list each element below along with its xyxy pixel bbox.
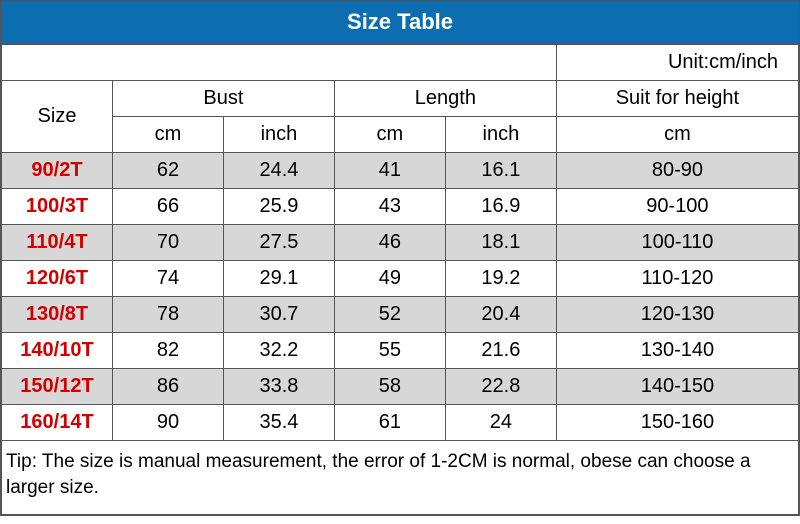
tip-text: Tip: The size is manual measurement, the…: [2, 441, 799, 515]
cell-size: 160/14T: [2, 405, 113, 441]
table-title: Size Table: [1, 1, 799, 44]
cell-size: 130/8T: [2, 297, 113, 333]
cell-height: 90-100: [556, 189, 798, 225]
header-suit-cm: cm: [556, 117, 798, 153]
table-row: 160/14T9035.46124150-160: [2, 405, 799, 441]
cell-length-cm: 61: [334, 405, 445, 441]
cell-length-inch: 20.4: [445, 297, 556, 333]
cell-bust-inch: 29.1: [223, 261, 334, 297]
tip-row: Tip: The size is manual measurement, the…: [2, 441, 799, 515]
cell-bust-inch: 32.2: [223, 333, 334, 369]
table-row: 140/10T8232.25521.6130-140: [2, 333, 799, 369]
cell-length-inch: 22.8: [445, 369, 556, 405]
cell-size: 110/4T: [2, 225, 113, 261]
header-bust: Bust: [112, 81, 334, 117]
cell-height: 110-120: [556, 261, 798, 297]
header-length: Length: [334, 81, 556, 117]
cell-bust-inch: 25.9: [223, 189, 334, 225]
unit-blank: [2, 45, 557, 81]
header-row-2: cm inch cm inch cm: [2, 117, 799, 153]
cell-length-inch: 24: [445, 405, 556, 441]
cell-height: 80-90: [556, 153, 798, 189]
cell-bust-cm: 62: [112, 153, 223, 189]
table-row: 120/6T7429.14919.2110-120: [2, 261, 799, 297]
cell-length-cm: 55: [334, 333, 445, 369]
cell-length-inch: 19.2: [445, 261, 556, 297]
table-row: 100/3T6625.94316.990-100: [2, 189, 799, 225]
cell-size: 90/2T: [2, 153, 113, 189]
header-bust-inch: inch: [223, 117, 334, 153]
cell-length-cm: 46: [334, 225, 445, 261]
header-size: Size: [2, 81, 113, 153]
cell-length-cm: 52: [334, 297, 445, 333]
cell-length-inch: 16.1: [445, 153, 556, 189]
unit-label: Unit:cm/inch: [556, 45, 798, 81]
cell-bust-cm: 78: [112, 297, 223, 333]
cell-bust-cm: 86: [112, 369, 223, 405]
table-row: 150/12T8633.85822.8140-150: [2, 369, 799, 405]
cell-length-cm: 58: [334, 369, 445, 405]
cell-size: 150/12T: [2, 369, 113, 405]
header-suit: Suit for height: [556, 81, 798, 117]
cell-length-cm: 43: [334, 189, 445, 225]
cell-bust-cm: 82: [112, 333, 223, 369]
cell-height: 120-130: [556, 297, 798, 333]
header-length-inch: inch: [445, 117, 556, 153]
cell-bust-cm: 74: [112, 261, 223, 297]
cell-height: 140-150: [556, 369, 798, 405]
cell-length-inch: 16.9: [445, 189, 556, 225]
cell-length-cm: 41: [334, 153, 445, 189]
cell-bust-cm: 70: [112, 225, 223, 261]
table-row: 90/2T6224.44116.180-90: [2, 153, 799, 189]
cell-bust-inch: 35.4: [223, 405, 334, 441]
size-table-container: Size Table Unit:cm/inch Size Bust Length…: [0, 0, 800, 516]
cell-height: 130-140: [556, 333, 798, 369]
cell-size: 120/6T: [2, 261, 113, 297]
unit-row: Unit:cm/inch: [2, 45, 799, 81]
cell-bust-cm: 66: [112, 189, 223, 225]
cell-size: 100/3T: [2, 189, 113, 225]
cell-length-inch: 21.6: [445, 333, 556, 369]
cell-bust-inch: 30.7: [223, 297, 334, 333]
header-bust-cm: cm: [112, 117, 223, 153]
cell-length-cm: 49: [334, 261, 445, 297]
header-row-1: Size Bust Length Suit for height: [2, 81, 799, 117]
table-row: 110/4T7027.54618.1100-110: [2, 225, 799, 261]
cell-bust-cm: 90: [112, 405, 223, 441]
cell-height: 150-160: [556, 405, 798, 441]
cell-bust-inch: 27.5: [223, 225, 334, 261]
header-length-cm: cm: [334, 117, 445, 153]
table-row: 130/8T7830.75220.4120-130: [2, 297, 799, 333]
cell-bust-inch: 33.8: [223, 369, 334, 405]
cell-height: 100-110: [556, 225, 798, 261]
cell-size: 140/10T: [2, 333, 113, 369]
cell-bust-inch: 24.4: [223, 153, 334, 189]
table-body: 90/2T6224.44116.180-90100/3T6625.94316.9…: [2, 153, 799, 441]
size-table: Unit:cm/inch Size Bust Length Suit for h…: [1, 44, 799, 515]
cell-length-inch: 18.1: [445, 225, 556, 261]
